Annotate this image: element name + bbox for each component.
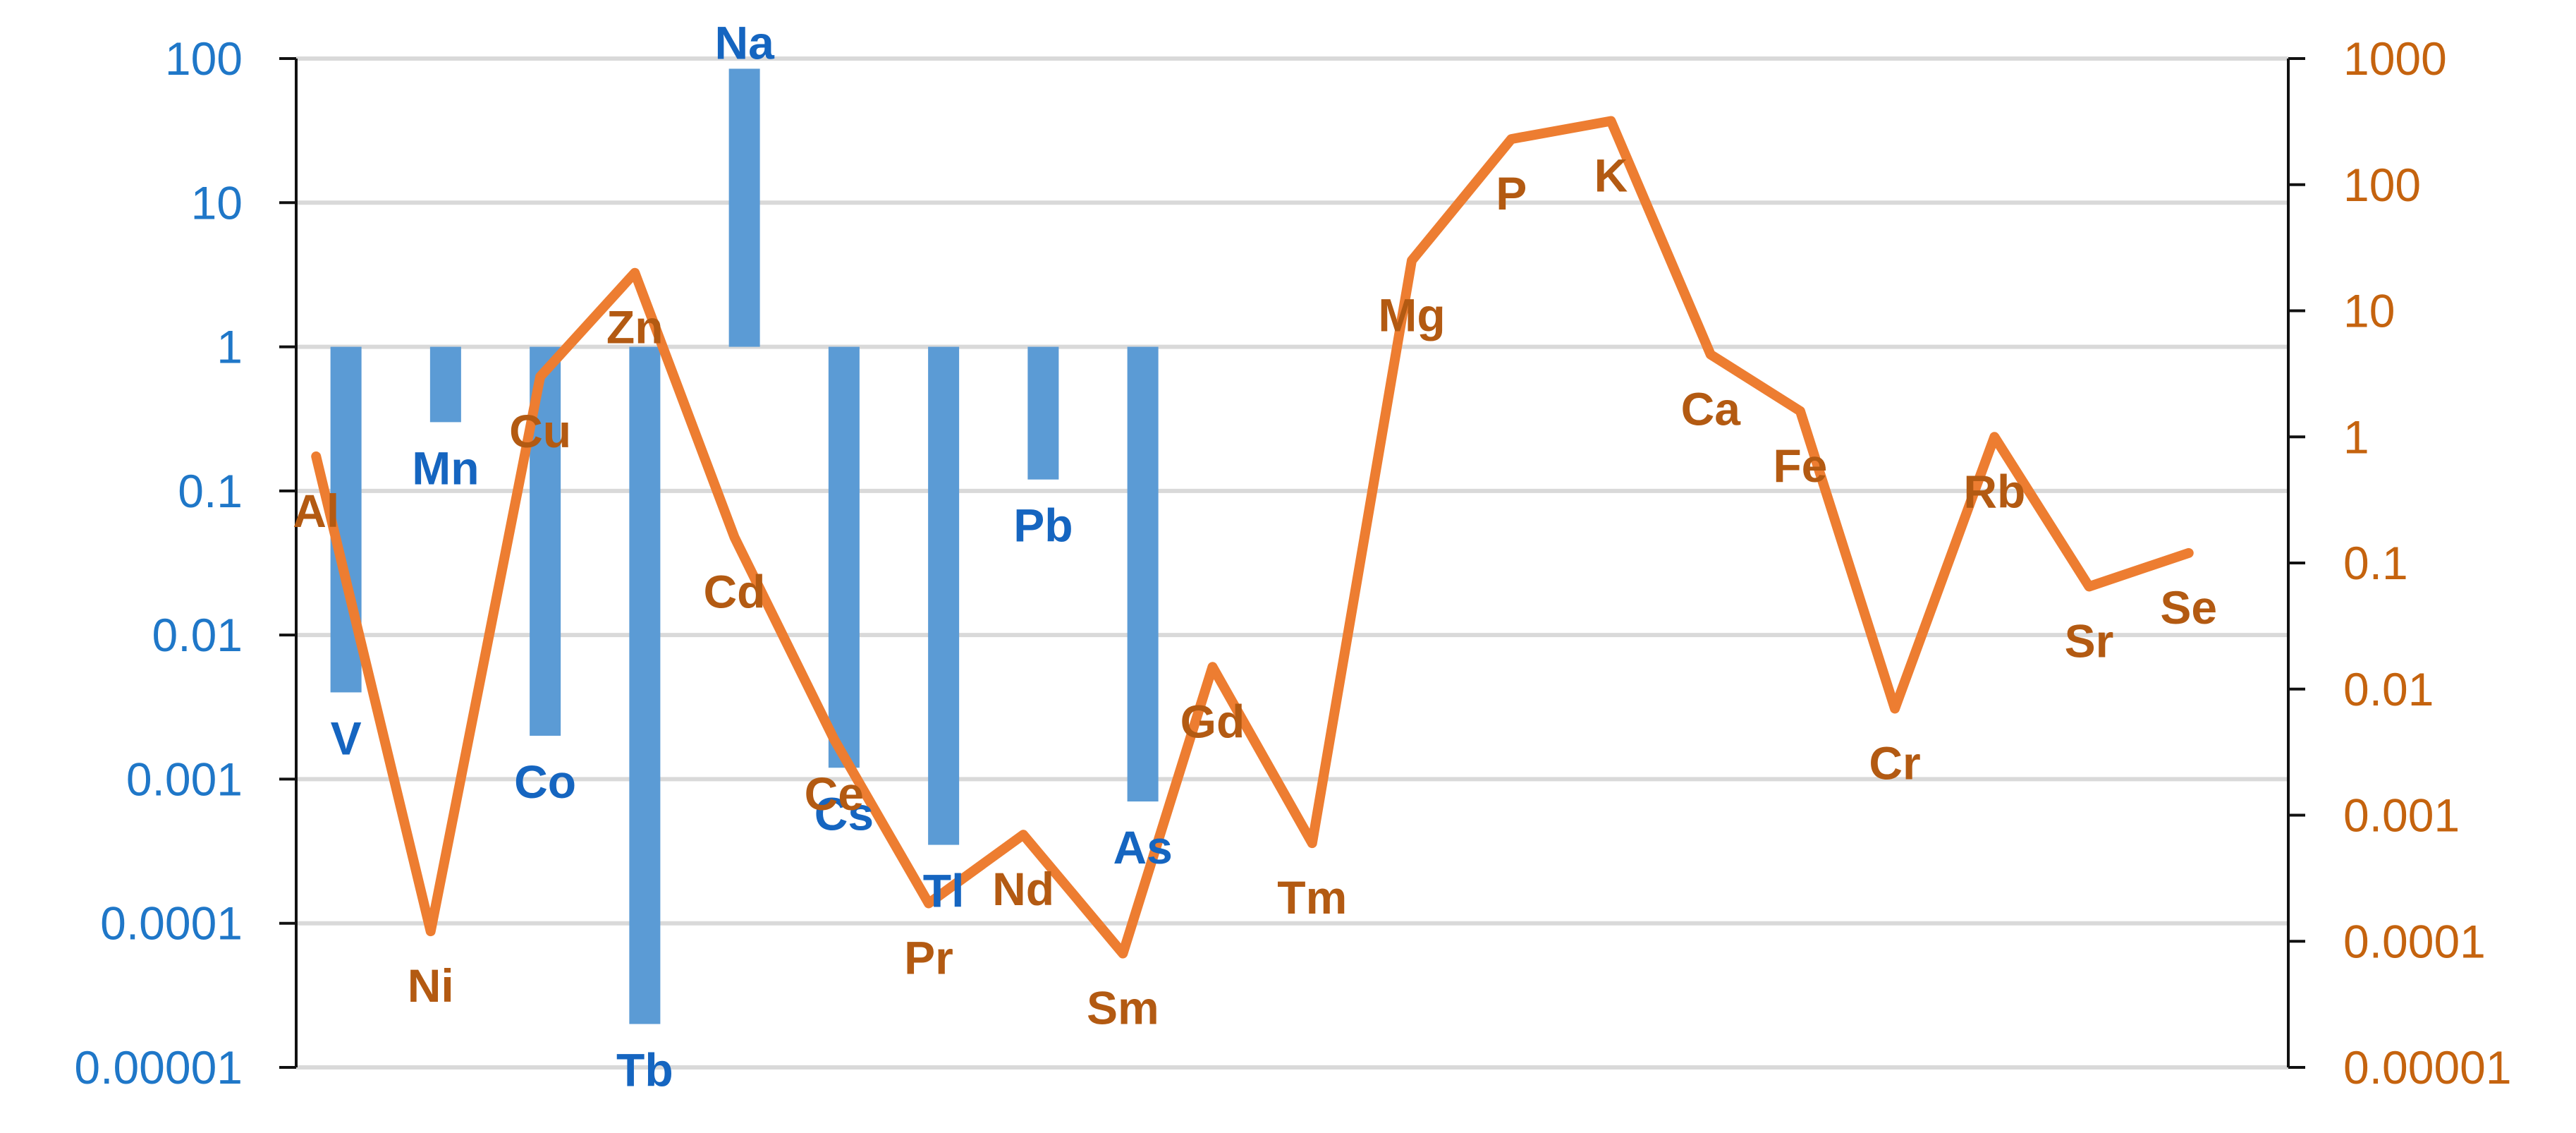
line-point-Cr: [1894, 708, 1896, 710]
left-tick-label-1: 10: [191, 176, 243, 229]
bar-label-As: As: [1113, 821, 1172, 873]
line-point-Pr: [927, 902, 929, 904]
line-label-Fe: Fe: [1773, 440, 1827, 492]
line-label-Ce: Ce: [805, 768, 864, 820]
line-point-Tm: [1311, 842, 1313, 844]
bar-label-Tl: Tl: [923, 865, 965, 917]
line-label-Sr: Sr: [2065, 614, 2114, 667]
left-tick-label-6: 0.0001: [100, 897, 243, 950]
bar-label-Co: Co: [514, 756, 576, 808]
line-label-Rb: Rb: [1963, 465, 2025, 517]
line-label-Cd: Cd: [704, 566, 766, 618]
line-point-Cd: [733, 536, 735, 538]
bar-Cs: [828, 346, 860, 768]
line-point-Ni: [429, 931, 432, 933]
left-tick-label-5: 0.001: [126, 753, 243, 805]
line-point-Ca: [1709, 353, 1711, 356]
line-point-Zn: [634, 272, 636, 274]
line-point-P: [1510, 138, 1513, 140]
line-path: [311, 116, 2194, 959]
right-tick-label-4: 0.1: [2343, 537, 2408, 589]
bar-label-Tb: Tb: [616, 1044, 673, 1096]
line-label-Gd: Gd: [1180, 695, 1245, 747]
left-tick-label-2: 1: [216, 321, 243, 373]
line-point-Cu: [539, 375, 542, 377]
bar-Tb: [629, 346, 661, 1024]
left-tick-label-0: 100: [165, 32, 243, 85]
line-label-Al: Al: [293, 485, 339, 537]
line-label-Mg: Mg: [1378, 289, 1445, 341]
line-point-Ce: [833, 738, 835, 740]
right-tick-label-3: 1: [2343, 411, 2369, 463]
bar-label-Na: Na: [714, 16, 775, 68]
left-tick-label-3: 0.1: [178, 465, 243, 517]
bar-label-V: V: [331, 712, 362, 764]
line-point-Nd: [1023, 834, 1025, 836]
line-label-K: K: [1594, 149, 1628, 201]
line-label-Nd: Nd: [992, 863, 1054, 915]
bar-labels: V Mn Co Tb Na Cs Tl Pb As: [331, 16, 1173, 1096]
line-series: [311, 116, 2194, 959]
line-label-Cu: Cu: [509, 405, 571, 457]
line-label-Sm: Sm: [1087, 982, 1159, 1034]
bar-series: [330, 68, 1159, 1024]
line-point-Mg: [1411, 260, 1412, 262]
bar-Tl: [928, 346, 960, 845]
right-tick-label-0: 1000: [2343, 32, 2447, 85]
right-tick-label-5: 0.01: [2343, 663, 2434, 715]
left-tick-label-4: 0.01: [152, 609, 243, 661]
line-label-P: P: [1496, 167, 1527, 219]
right-tick-label-2: 10: [2343, 285, 2395, 337]
bar-Mn: [429, 346, 461, 423]
right-tick-label-1: 100: [2343, 159, 2421, 211]
line-point-K: [1610, 120, 1612, 122]
line-label-Cr: Cr: [1869, 737, 1920, 789]
line-point-Al: [315, 455, 317, 457]
line-label-Ni: Ni: [408, 959, 454, 1012]
line-label-Se: Se: [2160, 581, 2217, 634]
right-axis-ticks: 1000 100 10 1 0.1 0.01 0.001 0.0001 0.00001: [2288, 32, 2512, 1093]
line-point-Rb: [1994, 436, 1996, 438]
right-tick-label-8: 0.00001: [2343, 1041, 2512, 1093]
bar-As: [1127, 346, 1159, 802]
line-labels: Al Ni Cu Zn Cd Ce Pr Nd Sm Gd Tm Mg P K Ca Fe Cr Rb Sr Se: [293, 149, 2217, 1034]
bar-label-Pb: Pb: [1013, 499, 1073, 552]
line-point-Gd: [1211, 666, 1214, 668]
bar-Na: [728, 68, 760, 347]
line-label-Pr: Pr: [904, 931, 953, 983]
bar-Pb: [1027, 346, 1059, 480]
right-tick-label-6: 0.001: [2343, 789, 2460, 842]
line-label-Ca: Ca: [1681, 382, 1742, 435]
line-point-Sm: [1122, 952, 1124, 955]
line-label-Zn: Zn: [606, 301, 664, 353]
line-point-Se: [2187, 552, 2190, 554]
right-tick-label-7: 0.0001: [2343, 915, 2486, 967]
gridlines: [296, 56, 2288, 1070]
line-point-Fe: [1799, 410, 1801, 412]
line-label-Tm: Tm: [1277, 871, 1347, 923]
left-tick-label-7: 0.00001: [74, 1041, 243, 1093]
line-point-Sr: [2088, 586, 2090, 588]
bar-label-Cs: Cs: [814, 787, 874, 840]
bar-label-Mn: Mn: [412, 442, 479, 494]
left-axis-ticks: 100 10 1 0.1 0.01 0.001 0.0001 0.00001: [74, 32, 296, 1093]
